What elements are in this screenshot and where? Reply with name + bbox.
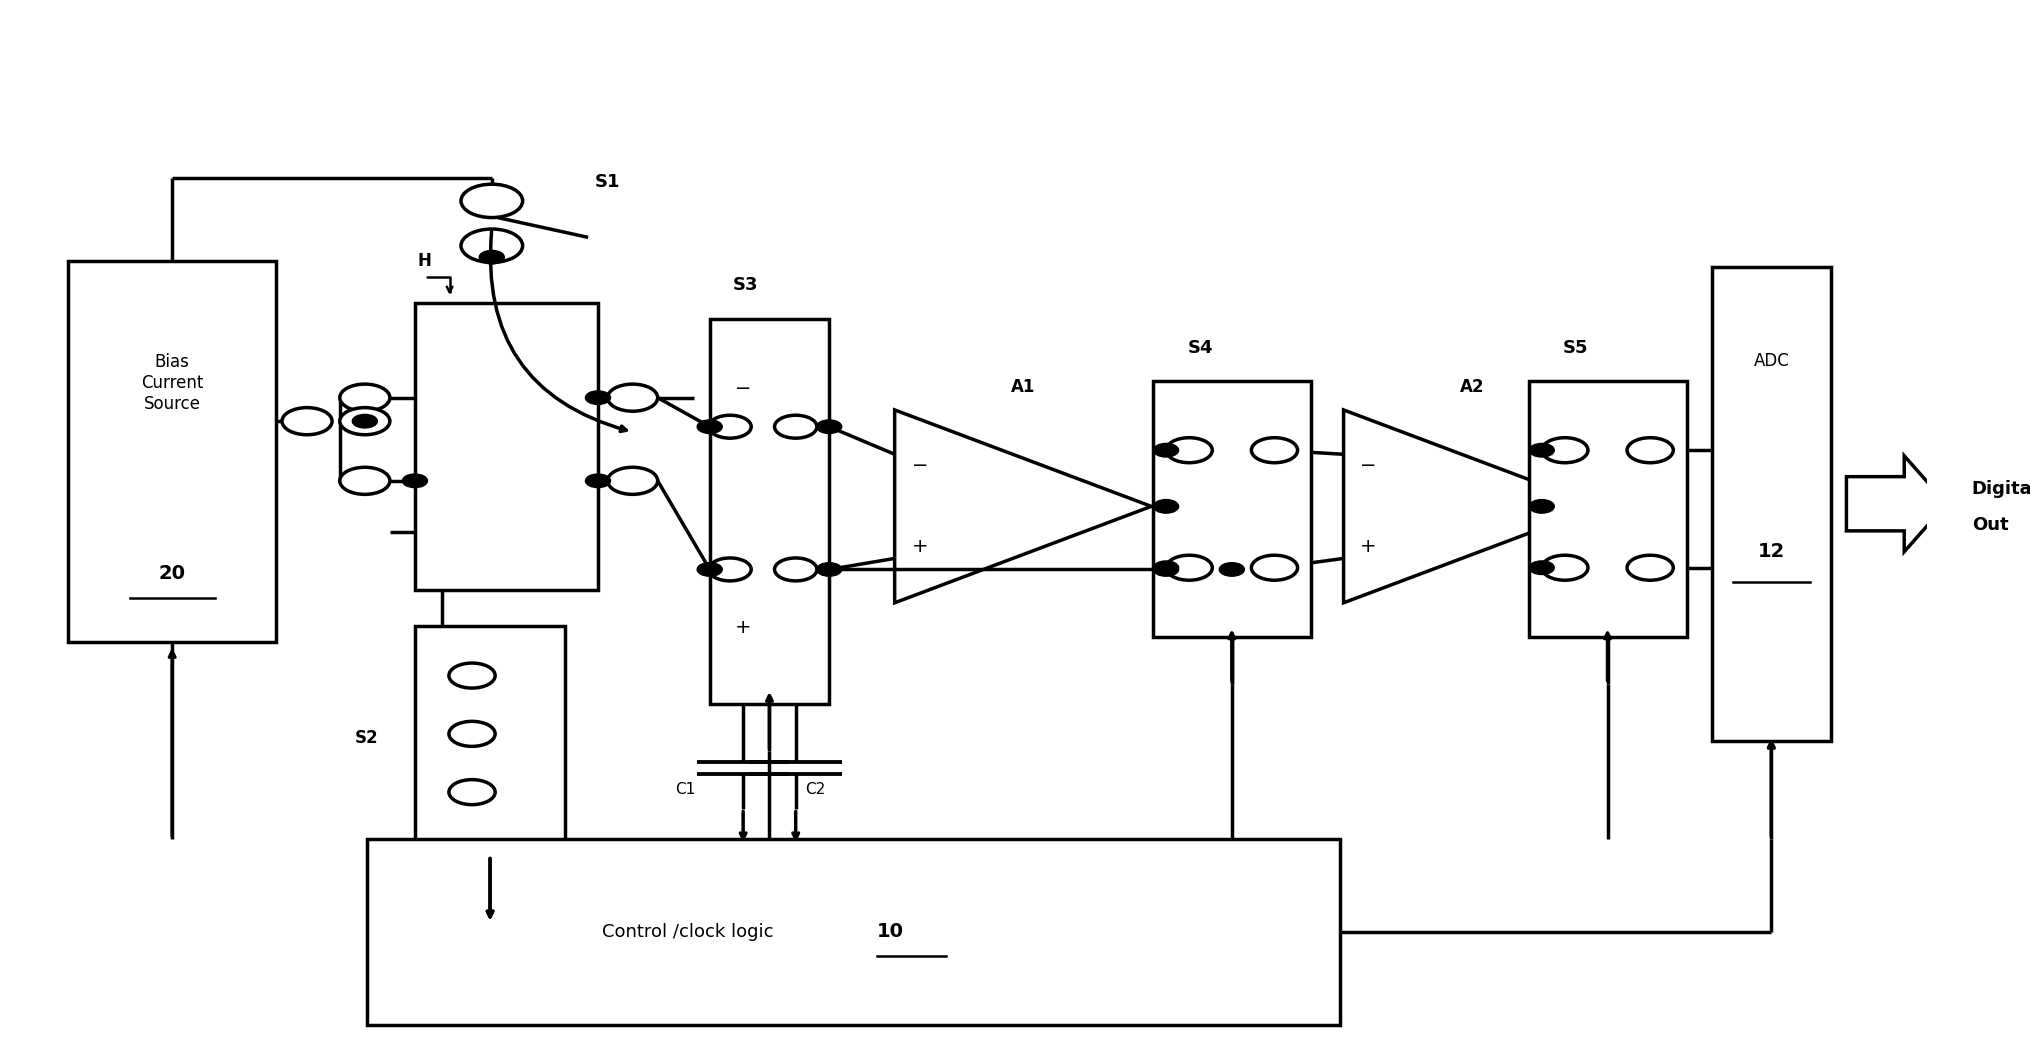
- Circle shape: [696, 420, 723, 433]
- Circle shape: [585, 390, 611, 404]
- Text: S2: S2: [355, 730, 378, 748]
- Text: 12: 12: [1756, 542, 1784, 561]
- Text: Bias
Current
Source: Bias Current Source: [140, 353, 203, 413]
- Bar: [414, 626, 564, 851]
- Text: C1: C1: [674, 782, 694, 798]
- Text: A2: A2: [1460, 378, 1484, 396]
- Circle shape: [1153, 563, 1177, 576]
- Bar: [1529, 381, 1685, 637]
- Circle shape: [585, 474, 611, 488]
- Circle shape: [1218, 563, 1244, 576]
- Circle shape: [773, 416, 816, 438]
- Text: A1: A1: [1011, 378, 1035, 396]
- Circle shape: [1626, 437, 1673, 462]
- Bar: [69, 261, 276, 642]
- Circle shape: [607, 468, 658, 495]
- Circle shape: [1541, 555, 1587, 580]
- Circle shape: [479, 251, 503, 264]
- Text: Digital: Digital: [1971, 480, 2030, 498]
- Circle shape: [773, 557, 816, 580]
- Text: −: −: [911, 456, 928, 475]
- Bar: [414, 303, 597, 590]
- Circle shape: [1250, 555, 1297, 580]
- Text: +: +: [735, 618, 751, 637]
- Circle shape: [351, 414, 378, 428]
- Circle shape: [1165, 555, 1212, 580]
- Circle shape: [1153, 444, 1177, 457]
- Circle shape: [282, 407, 333, 434]
- Circle shape: [816, 563, 840, 576]
- Text: Out: Out: [1971, 516, 2008, 533]
- Text: 20: 20: [158, 564, 185, 583]
- Circle shape: [1529, 500, 1553, 514]
- Text: ADC: ADC: [1752, 353, 1788, 371]
- Text: C2: C2: [806, 782, 824, 798]
- Circle shape: [1165, 437, 1212, 462]
- Circle shape: [1529, 444, 1553, 457]
- Text: S5: S5: [1563, 339, 1587, 357]
- Text: −: −: [735, 379, 751, 398]
- Text: S4: S4: [1188, 339, 1212, 357]
- Circle shape: [1541, 437, 1587, 462]
- Circle shape: [449, 663, 495, 688]
- Circle shape: [339, 384, 390, 411]
- Text: 10: 10: [877, 922, 903, 942]
- Circle shape: [607, 384, 658, 411]
- Text: −: −: [1360, 456, 1376, 475]
- Circle shape: [449, 721, 495, 746]
- Circle shape: [449, 780, 495, 805]
- Circle shape: [1153, 561, 1177, 574]
- Text: S1: S1: [595, 173, 619, 191]
- Text: H: H: [418, 253, 430, 270]
- Bar: [708, 318, 828, 705]
- Circle shape: [816, 420, 840, 433]
- Circle shape: [339, 407, 390, 434]
- Circle shape: [708, 416, 751, 438]
- Circle shape: [1250, 437, 1297, 462]
- Bar: [367, 839, 1340, 1024]
- Circle shape: [696, 563, 723, 576]
- Circle shape: [339, 468, 390, 495]
- Circle shape: [708, 557, 751, 580]
- Text: S3: S3: [733, 277, 757, 294]
- Circle shape: [1153, 500, 1177, 514]
- Circle shape: [1529, 561, 1553, 574]
- Text: Control /clock logic: Control /clock logic: [601, 923, 773, 941]
- Circle shape: [1626, 555, 1673, 580]
- Bar: [1711, 266, 1831, 741]
- Text: +: +: [911, 538, 928, 556]
- Circle shape: [461, 184, 522, 217]
- Text: +: +: [1360, 538, 1376, 556]
- Bar: [1153, 381, 1309, 637]
- Circle shape: [461, 229, 522, 262]
- Circle shape: [402, 474, 426, 488]
